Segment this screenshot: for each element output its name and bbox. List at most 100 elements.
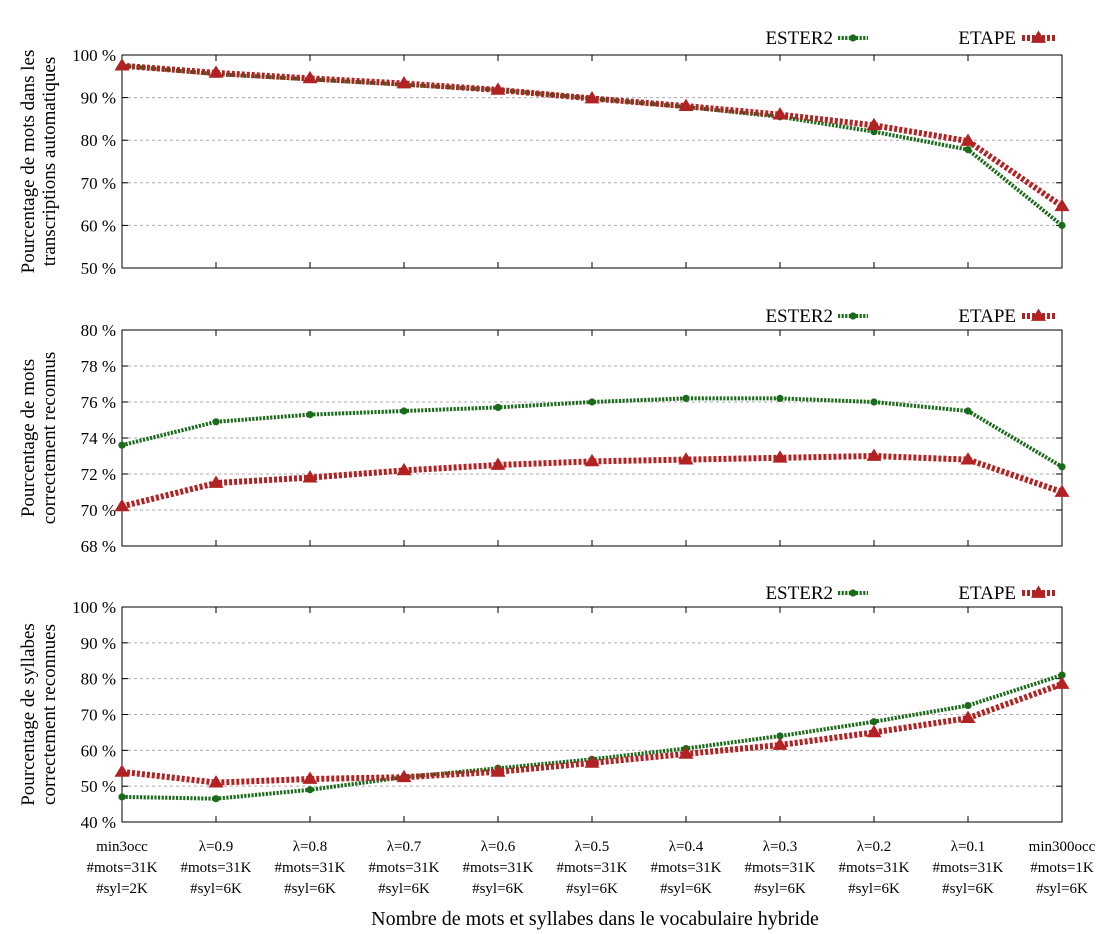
plot-frame <box>121 606 1063 823</box>
data-point-etape <box>960 452 976 465</box>
x-tick-label: #mots=1K <box>1030 860 1094 876</box>
x-tick-label: λ=0.8 <box>293 839 327 855</box>
x-tick-label: #syl=2K <box>96 881 148 897</box>
legend-label-etape: ETAPE <box>958 583 1016 604</box>
y-tick-label: 80 % <box>81 131 116 150</box>
data-point-ester2 <box>118 793 126 801</box>
data-point-etape <box>866 448 882 461</box>
legend-marker-etape <box>1031 30 1046 43</box>
data-point-etape <box>490 82 506 95</box>
data-point-etape <box>866 724 882 738</box>
data-point-ester2 <box>588 398 596 406</box>
data-point-etape <box>772 450 788 463</box>
legend-marker-etape <box>1031 585 1046 598</box>
y-tick-label: 70 % <box>81 706 116 725</box>
y-tick-label: 78 % <box>81 357 116 376</box>
data-point-ester2 <box>964 145 972 154</box>
data-point-etape <box>678 98 694 111</box>
y-axis-label-line: Pourcentage de syllabes <box>18 623 39 806</box>
x-tick-label: #syl=6K <box>1036 881 1088 897</box>
panel-1: 50 % 60 % 70 % 80 % 90 % 100 % Pourcentage de … <box>18 28 1070 278</box>
panel-3: 40 % 50 % 60 % 70 % 80 % 90 % 100 % Pourcentage… <box>18 583 1070 832</box>
x-tick-label: #syl=6K <box>660 881 712 897</box>
y-tick-label: 76 % <box>81 393 116 412</box>
x-tick-label: λ=0.2 <box>857 839 891 855</box>
y-tick-label: 74 % <box>81 429 116 448</box>
x-tick-label: #syl=6K <box>848 881 900 897</box>
x-axis-label: Nombre de mots et syllabes dans le vocab… <box>371 908 819 930</box>
data-point-etape <box>114 498 130 512</box>
x-tick-label: #syl=6K <box>754 881 806 897</box>
plot-frame <box>121 329 1063 547</box>
y-tick-label: 68 % <box>81 537 116 556</box>
data-point-etape <box>302 70 318 84</box>
data-point-etape <box>584 453 600 467</box>
data-point-ester2 <box>964 407 972 415</box>
data-point-ester2 <box>306 786 314 794</box>
y-tick-label: 60 % <box>81 741 116 760</box>
data-point-etape <box>490 457 506 470</box>
data-point-etape <box>302 771 318 784</box>
y-axis-label: Pourcentage de syllabescorrectement reco… <box>18 623 60 806</box>
data-point-etape <box>1054 484 1070 497</box>
data-point-ester2 <box>212 795 220 803</box>
y-tick-label: 60 % <box>81 216 116 235</box>
x-tick-label: λ=0.4 <box>669 839 704 855</box>
data-point-ester2 <box>682 394 690 402</box>
x-tick-label: #syl=6K <box>472 881 524 897</box>
legend-label-etape: ETAPE <box>958 306 1016 327</box>
y-axis-label-line: Pourcentage de mots <box>18 359 39 517</box>
series-etape <box>114 448 1070 512</box>
y-tick-label: 70 % <box>81 501 116 520</box>
y-axis-label-line: correctement reconnus <box>39 352 60 525</box>
data-point-etape <box>960 133 976 146</box>
series-etape <box>114 676 1070 788</box>
data-point-ester2 <box>870 398 878 406</box>
legend-marker-ester2 <box>849 34 857 42</box>
legend-label-ester2: ESTER2 <box>765 306 833 327</box>
legend-label-etape: ETAPE <box>958 28 1016 49</box>
y-axis-label-line: transcriptions automatiques <box>39 57 60 266</box>
legend: ESTER2 ETAPE <box>765 306 1055 327</box>
data-point-etape <box>866 117 882 131</box>
y-tick-label: 70 % <box>81 174 116 193</box>
y-tick-label: 80 % <box>81 321 116 340</box>
data-point-ester2 <box>1058 463 1066 471</box>
data-point-etape <box>396 462 412 476</box>
x-tick-label: #syl=6K <box>284 881 336 897</box>
y-tick-label: 40 % <box>81 813 116 832</box>
data-point-etape <box>396 76 412 89</box>
data-point-ester2 <box>494 403 502 411</box>
panel-2: 68 % 70 % 72 % 74 % 76 % 78 % 80 % Pourcentage … <box>18 306 1070 556</box>
y-tick-label: 50 % <box>81 259 116 278</box>
data-point-ester2 <box>870 718 878 726</box>
data-point-ester2 <box>118 441 126 449</box>
x-tick-label: #mots=31K <box>557 860 628 876</box>
data-point-etape <box>960 710 976 723</box>
x-tick-label: #mots=31K <box>87 860 158 876</box>
y-tick-label: 50 % <box>81 777 116 796</box>
x-tick-label: λ=0.3 <box>763 839 797 855</box>
x-tick-label: λ=0.7 <box>387 839 422 855</box>
data-point-etape <box>678 746 694 759</box>
x-tick-label: #mots=31K <box>275 860 346 876</box>
x-tick-label: #syl=6K <box>378 881 430 897</box>
x-tick-label: λ=0.6 <box>481 839 516 855</box>
data-point-etape <box>584 90 600 104</box>
legend-marker-etape <box>1031 308 1046 321</box>
x-tick-label: min300occ <box>1029 839 1096 855</box>
x-tick-label: #syl=6K <box>566 881 618 897</box>
data-point-etape <box>772 107 788 120</box>
data-point-etape <box>208 65 224 78</box>
data-point-etape <box>208 775 224 788</box>
x-tick-label: #mots=31K <box>745 860 816 876</box>
data-point-ester2 <box>776 732 784 740</box>
plot-frame <box>121 54 1063 269</box>
series-ester2 <box>118 62 1066 229</box>
y-tick-label: 100 % <box>72 46 116 65</box>
y-tick-label: 72 % <box>81 465 116 484</box>
data-point-ester2 <box>776 394 784 402</box>
data-point-ester2 <box>964 701 972 710</box>
x-tick-label: #mots=31K <box>181 860 252 876</box>
